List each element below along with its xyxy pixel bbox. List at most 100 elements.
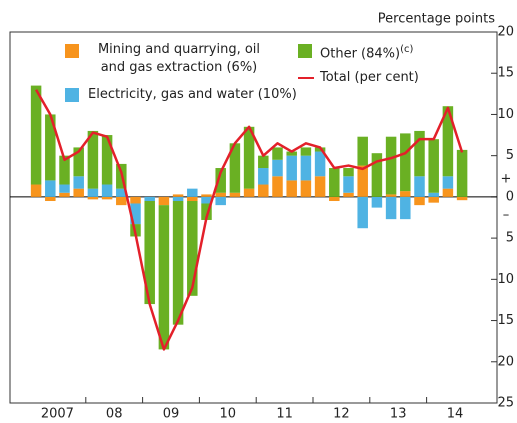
- bar-segment: [329, 168, 340, 197]
- bar-segment: [87, 188, 99, 197]
- bar-segment: [144, 201, 155, 305]
- legend-label: Mining and quarrying, oil and gas extrac…: [97, 42, 261, 75]
- bar-segment: [442, 188, 454, 197]
- bar-segment: [101, 184, 113, 197]
- bar-segment: [172, 196, 184, 202]
- bar-segment: [258, 168, 269, 185]
- bar-segment: [101, 135, 113, 185]
- bar-segment: [59, 192, 70, 197]
- bar-segment: [314, 151, 326, 177]
- bar-segment: [215, 192, 226, 197]
- bar-segment: [272, 176, 283, 197]
- x-tick-label: 2007: [41, 407, 74, 422]
- sign-label: +: [501, 171, 512, 186]
- bar-segment: [414, 130, 425, 177]
- bar-segment: [442, 176, 454, 189]
- bar-segment: [158, 196, 170, 206]
- bar-segment: [272, 147, 283, 160]
- bar-segment: [428, 192, 439, 197]
- bar-segment: [30, 85, 42, 185]
- y-axis-label: Percentage points: [378, 12, 495, 27]
- bar-segment: [187, 188, 198, 197]
- bar-segment: [414, 196, 425, 206]
- x-tick-label: 08: [106, 407, 123, 422]
- plot-frame: [9, 31, 498, 404]
- bar-segment: [357, 136, 368, 166]
- y-tick-label: 5: [506, 231, 514, 246]
- x-tick-label: 09: [163, 407, 180, 422]
- x-tick-label: 13: [390, 407, 407, 422]
- bar-segment: [371, 153, 383, 197]
- y-tick-label: 15: [497, 66, 514, 81]
- y-tick-label: 20: [497, 25, 514, 40]
- bar-segment: [87, 196, 99, 200]
- bar-segment: [400, 196, 411, 220]
- bar-segment: [130, 196, 141, 204]
- bar-segment: [286, 155, 297, 181]
- bar-segment: [243, 188, 255, 197]
- y-tick-label: 25: [497, 396, 514, 411]
- bar-segment: [30, 184, 42, 197]
- y-tick-label: 20: [497, 354, 514, 369]
- bar-segment: [414, 176, 425, 197]
- legend-entry: Other (84%)(c): [320, 41, 413, 63]
- bar-segment: [73, 188, 84, 197]
- y-tick-label: 0: [506, 189, 514, 204]
- bar-segment: [187, 196, 198, 202]
- bar-segment: [357, 196, 368, 229]
- legend-label: Other (84%): [320, 46, 401, 62]
- bar-segment: [442, 106, 454, 177]
- bar-segment: [59, 155, 70, 185]
- bar-segment: [45, 114, 56, 181]
- y-tick-label: 15: [497, 313, 514, 328]
- bar-segment: [201, 196, 212, 204]
- x-tick-label: 11: [276, 407, 293, 422]
- bar-segment: [456, 196, 468, 201]
- bar-segment: [172, 194, 184, 197]
- bar-segment: [87, 130, 99, 189]
- bar-segment: [201, 194, 212, 197]
- bar-segment: [258, 184, 269, 197]
- bar-segment: [300, 180, 312, 197]
- y-tick-label: 10: [497, 272, 514, 287]
- sign-label: –: [503, 207, 510, 222]
- bar-segment: [456, 149, 468, 197]
- bar-segment: [101, 196, 113, 200]
- footnote: (c): [400, 44, 414, 55]
- bar-segment: [215, 168, 226, 193]
- legend-label: Electricity, gas and water (10%): [88, 87, 297, 102]
- bar-segment: [229, 143, 241, 193]
- y-tick-label: 10: [497, 107, 514, 122]
- bar-segment: [300, 155, 312, 181]
- legend-swatch: [65, 88, 79, 102]
- bar-segment: [229, 192, 241, 197]
- bar-segment: [172, 201, 184, 325]
- bar-segment: [116, 196, 127, 206]
- legend-label: Total (per cent): [320, 70, 419, 85]
- total-line: [35, 89, 464, 351]
- bar-segment: [272, 159, 283, 177]
- bar-segment: [187, 201, 198, 296]
- bar-segment: [215, 196, 226, 206]
- bar-segment: [400, 133, 411, 192]
- bar-segment: [130, 203, 141, 225]
- x-tick-label: 12: [333, 407, 350, 422]
- bar-segment: [45, 196, 56, 202]
- x-tick-label: 14: [447, 407, 464, 422]
- legend-swatch: [298, 77, 314, 79]
- bar-segment: [201, 203, 212, 220]
- bar-segment: [428, 196, 439, 203]
- bar-segment: [343, 168, 354, 177]
- bar-segment: [258, 155, 269, 169]
- bar-segment: [59, 184, 70, 193]
- bar-segment: [116, 188, 127, 197]
- bar-segment: [385, 136, 397, 195]
- bar-segment: [357, 165, 368, 197]
- bar-segment: [400, 191, 411, 197]
- bar-segment: [343, 192, 354, 197]
- bar-segment: [73, 147, 84, 177]
- y-tick-label: 5: [506, 148, 514, 163]
- bar-segment: [385, 196, 397, 220]
